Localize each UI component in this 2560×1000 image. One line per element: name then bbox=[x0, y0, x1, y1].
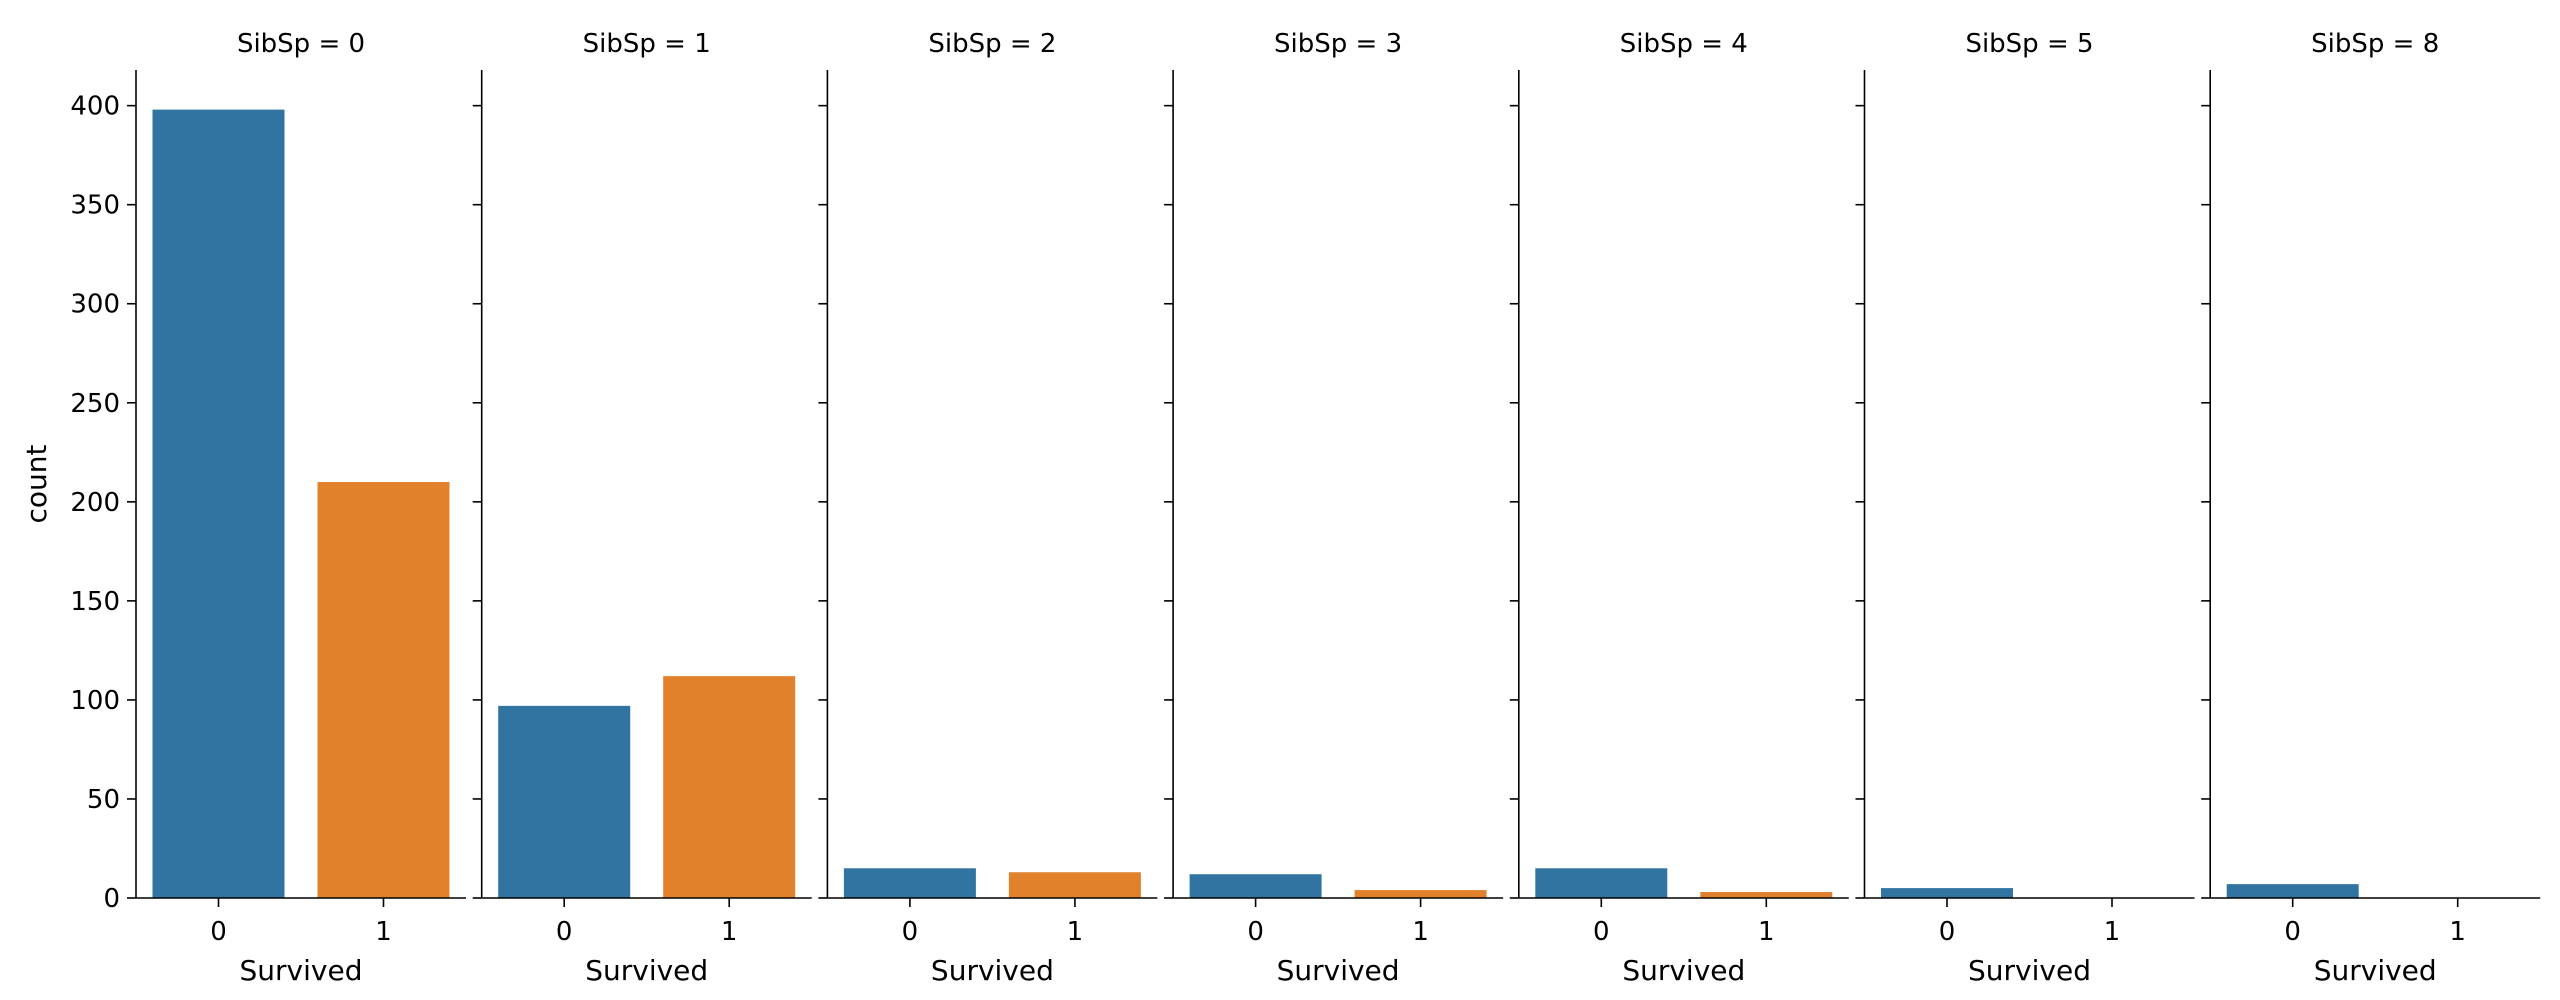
x-tick-label-3-0: 0 bbox=[1247, 917, 1264, 947]
x-tick-label-2-0: 0 bbox=[902, 917, 919, 947]
facet-title-3: SibSp = 3 bbox=[1274, 29, 1402, 59]
y-tick-label-250: 250 bbox=[70, 389, 120, 419]
bar-facet3-survived-1 bbox=[1354, 890, 1487, 898]
y-tick-label-350: 350 bbox=[70, 191, 120, 221]
x-tick-label-4-1: 1 bbox=[1758, 917, 1775, 947]
x-tick-label-0-1: 1 bbox=[375, 917, 392, 947]
x-axis-title-1: Survived bbox=[585, 954, 708, 987]
x-axis-title-5: Survived bbox=[1968, 954, 2091, 987]
facet-title-0: SibSp = 0 bbox=[237, 29, 365, 59]
bar-facet5-survived-0 bbox=[1881, 888, 2013, 898]
x-axis-title-2: Survived bbox=[931, 954, 1054, 987]
x-tick-label-1-0: 0 bbox=[556, 917, 573, 947]
bar-facet1-survived-0 bbox=[498, 705, 631, 898]
x-tick-label-3-1: 1 bbox=[1412, 917, 1429, 947]
bar-facet4-survived-0 bbox=[1535, 868, 1668, 898]
facet-title-4: SibSp = 4 bbox=[1620, 29, 1748, 59]
facet-title-1: SibSp = 1 bbox=[583, 29, 711, 59]
x-tick-label-5-0: 0 bbox=[1939, 917, 1956, 947]
x-tick-label-6-1: 1 bbox=[2449, 917, 2466, 947]
bar-facet2-survived-1 bbox=[1008, 872, 1141, 898]
x-axis-title-3: Survived bbox=[1277, 954, 1400, 987]
bar-facet1-survived-1 bbox=[663, 676, 796, 898]
x-tick-label-5-1: 1 bbox=[2104, 917, 2121, 947]
facet-title-6: SibSp = 8 bbox=[2311, 29, 2439, 59]
y-tick-label-50: 50 bbox=[87, 785, 120, 815]
y-tick-label-100: 100 bbox=[70, 686, 120, 716]
x-axis-title-4: Survived bbox=[1622, 954, 1745, 987]
bar-facet3-survived-0 bbox=[1189, 874, 1322, 898]
x-tick-label-4-0: 0 bbox=[1593, 917, 1610, 947]
bar-facet6-survived-0 bbox=[2226, 884, 2359, 898]
bar-facet2-survived-0 bbox=[843, 868, 976, 898]
bar-facet4-survived-1 bbox=[1700, 892, 1833, 898]
facet-title-2: SibSp = 2 bbox=[928, 29, 1056, 59]
x-axis-title-6: Survived bbox=[2314, 954, 2437, 987]
y-tick-label-150: 150 bbox=[70, 587, 120, 617]
y-tick-label-300: 300 bbox=[70, 290, 120, 320]
y-tick-label-400: 400 bbox=[70, 92, 120, 122]
x-tick-label-6-0: 0 bbox=[2284, 917, 2301, 947]
bar-facet0-survived-1 bbox=[317, 482, 450, 898]
bar-facet0-survived-0 bbox=[152, 109, 285, 898]
facet-title-5: SibSp = 5 bbox=[1965, 29, 2093, 59]
y-tick-label-0: 0 bbox=[103, 884, 120, 914]
x-axis-title-0: Survived bbox=[240, 954, 363, 987]
x-tick-label-2-1: 1 bbox=[1067, 917, 1084, 947]
x-tick-label-0-0: 0 bbox=[210, 917, 227, 947]
y-tick-label-200: 200 bbox=[70, 488, 120, 518]
y-axis-title: count bbox=[20, 444, 53, 523]
x-tick-label-1-1: 1 bbox=[721, 917, 738, 947]
